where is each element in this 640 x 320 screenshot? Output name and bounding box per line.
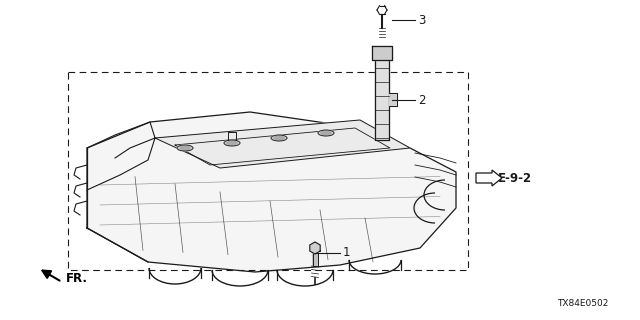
Polygon shape [375, 58, 389, 140]
Ellipse shape [321, 131, 331, 135]
Text: 3: 3 [418, 13, 426, 27]
Polygon shape [310, 242, 320, 254]
Polygon shape [87, 112, 456, 272]
Ellipse shape [224, 140, 240, 146]
Ellipse shape [180, 146, 190, 150]
Text: FR.: FR. [66, 271, 88, 284]
Polygon shape [372, 46, 392, 60]
Ellipse shape [227, 141, 237, 145]
Bar [68, 72, 468, 270]
Ellipse shape [177, 145, 193, 151]
Ellipse shape [274, 136, 284, 140]
Text: 1: 1 [343, 246, 351, 260]
Text: E-9-2: E-9-2 [498, 172, 532, 185]
Polygon shape [155, 120, 410, 168]
Polygon shape [312, 254, 317, 266]
Polygon shape [389, 93, 397, 106]
Text: TX84E0502: TX84E0502 [557, 299, 608, 308]
Text: 2: 2 [418, 93, 426, 107]
Ellipse shape [271, 135, 287, 141]
Ellipse shape [318, 130, 334, 136]
FancyArrow shape [476, 170, 502, 186]
